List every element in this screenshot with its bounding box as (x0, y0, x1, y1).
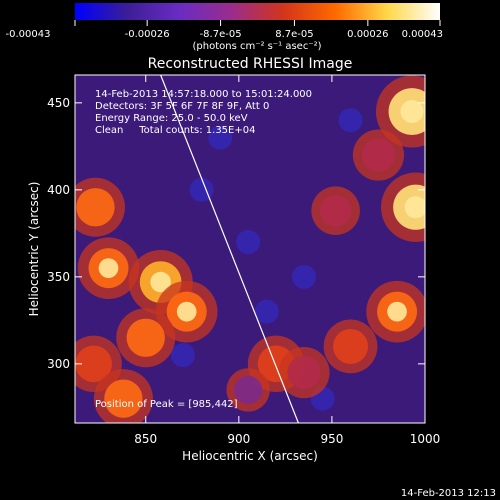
colorbar-tick-label: -0.00026 (125, 29, 170, 40)
heatmap-cell (287, 355, 321, 390)
heatmap-cell (234, 375, 263, 405)
colorbar-tick-labels: -0.00043 -0.00026 -8.7e-05 8.7e-05 0.00026 0.… (6, 29, 443, 40)
heatmap-cell (208, 125, 233, 150)
colorbar-tick-label: 8.7e-05 (275, 29, 313, 40)
x-tick-label: 950 (320, 432, 343, 446)
heatmap-cell (291, 264, 316, 289)
heatmap-cell (361, 138, 396, 172)
x-axis-label: Heliocentric X (arcsec) (182, 449, 318, 463)
footer-timestamp: 14-Feb-2013 12:13 (401, 488, 496, 499)
annotation-peak: Position of Peak = [985,442] (95, 399, 238, 410)
y-tick-label: 350 (47, 270, 70, 284)
heatmap-cell (400, 100, 424, 124)
colorbar-tick-label: -8.7e-05 (200, 29, 242, 40)
annotation-detectors: Detectors: 3F 5F 6F 7F 8F 9F, Att 0 (95, 101, 269, 112)
heatmap-cell (236, 230, 261, 255)
heatmap-cell (176, 301, 197, 322)
plot-frame (74, 74, 426, 424)
solar-limb-line (160, 75, 299, 423)
x-tick-label: 850 (134, 432, 157, 446)
heatmap-cell (76, 188, 115, 227)
colorbar-ticks (74, 20, 441, 26)
y-tick-label: 300 (47, 357, 70, 371)
colorbar-tick-label: -0.00043 (6, 29, 51, 40)
heatmap-cell (333, 328, 369, 364)
heatmap-cell (104, 379, 143, 418)
heatmap-cell (254, 299, 279, 324)
y-axis-label: Heliocentric Y (arcsec) (27, 182, 41, 317)
heatmap-cell (338, 108, 363, 133)
heatmap-cell (170, 343, 195, 368)
heatmap-cell (319, 194, 352, 227)
heatmap-cells (75, 75, 425, 423)
colorbar-unit-label: (photons cm⁻² s⁻¹ asec⁻²) (192, 41, 321, 52)
annotation-clean: Clean Total counts: 1.35E+04 (95, 125, 255, 136)
x-tick-label: 1000 (410, 432, 441, 446)
heatmap-cell (98, 258, 119, 278)
annotation-time-range: 14-Feb-2013 14:57:18.000 to 15:01:24.000 (95, 89, 312, 100)
heatmap-cell (126, 318, 165, 357)
y-tick-label: 450 (47, 96, 70, 110)
heatmap-cell (387, 301, 407, 322)
heatmap-cell (404, 196, 425, 219)
heatmap-cell (189, 177, 214, 202)
y-tick-label: 400 (47, 183, 70, 197)
colorbar (75, 3, 440, 20)
chart-title: Reconstructed RHESSI Image (148, 56, 353, 72)
y-axis-ticks: 300 350 400 450 (47, 96, 425, 371)
heatmap-cell (150, 271, 171, 293)
heatmap-cell (75, 345, 112, 383)
x-tick-label: 900 (227, 432, 250, 446)
colorbar-tick-label: 0.00026 (347, 29, 388, 40)
colorbar-tick-label: 0.00043 (402, 29, 443, 40)
annotation-energy-range: Energy Range: 25.0 - 50.0 keV (95, 113, 248, 124)
x-axis-ticks: 850 900 950 1000 (134, 75, 440, 446)
